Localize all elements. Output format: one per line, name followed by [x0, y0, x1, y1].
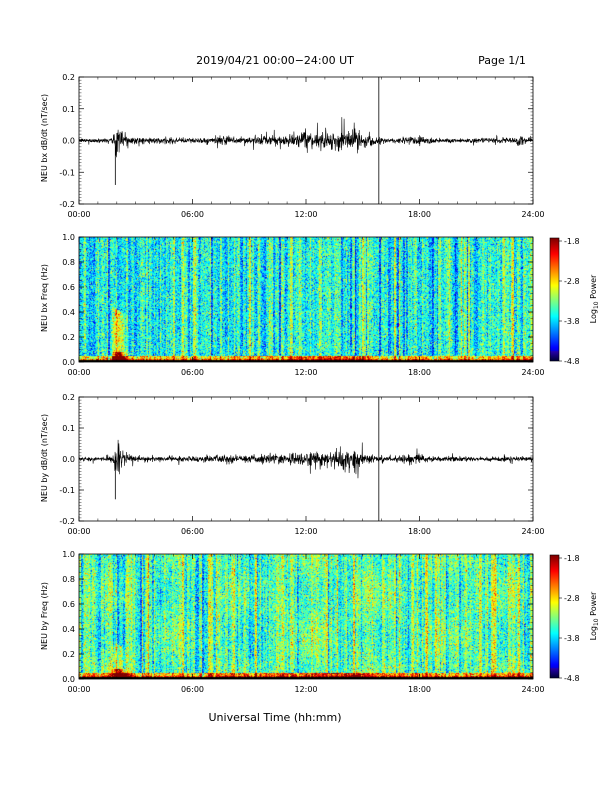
colorbar-tick-label: -1.8: [564, 237, 580, 246]
spectrogram-by: [79, 554, 533, 679]
figure-title: 2019/04/21 00:00−24:00 UT: [196, 54, 354, 67]
colorbar-bx: [550, 238, 559, 361]
panel-by-spectrogram: NEU by Freq (Hz) 0.0 0.2 0.4 0.6 0.8 1.0 00:0…: [40, 550, 600, 694]
colorbar-tick-label: -1.8: [564, 554, 580, 563]
y-tick-label: 1.0: [62, 550, 75, 559]
x-tick-label: 12:00: [294, 368, 317, 377]
plot-frame-1: [78, 76, 534, 205]
y-tick-label: -0.2: [59, 200, 75, 209]
y-tick-label: 0.8: [62, 575, 75, 584]
x-tick-label: 24:00: [521, 527, 544, 536]
x-axis-panel-2: 00:00 06:00 12:00 18:00 24:00: [67, 237, 545, 377]
colorbar-tick-label: -3.8: [564, 317, 580, 326]
x-tick-label: 12:00: [294, 210, 317, 219]
colorbar-tick-label: -2.8: [564, 594, 580, 603]
colorbar-frame-2: [549, 554, 560, 679]
series-by-dbdt: [78, 397, 534, 521]
plot-frame-4: [78, 553, 534, 680]
plot-frame-2: [78, 236, 534, 363]
panel-bx-dbdt: NEU bx dB/dt (nT/sec) -0.2-0.10.00.10.2 …: [40, 73, 545, 219]
y-axis-bx-freq: 0.0 0.2 0.4 0.6 0.8 1.0: [62, 233, 533, 367]
colorbar-label-bx: Log10 Power: [589, 274, 600, 323]
y-tick-label: 0.0: [62, 675, 75, 684]
ylabel-by-freq: NEU by Freq (Hz): [40, 582, 49, 650]
y-tick-label: 0.8: [62, 258, 75, 267]
trace-line: [78, 117, 534, 158]
x-axis-label: Universal Time (hh:mm): [209, 711, 342, 724]
x-tick-label: 18:00: [408, 210, 431, 219]
y-axis-by-freq: 0.0 0.2 0.4 0.6 0.8 1.0: [62, 550, 533, 684]
y-tick-label: -0.1: [59, 168, 75, 177]
x-tick-label: 00:00: [67, 685, 90, 694]
x-tick-label: 06:00: [181, 210, 204, 219]
series-bx-dbdt: [78, 77, 534, 204]
x-axis-panel-4: 00:00 06:00 12:00 18:00 24:00: [67, 554, 545, 694]
y-tick-label: -0.1: [59, 486, 75, 495]
panel-by-dbdt: NEU by dB/dt (nT/sec) -0.2-0.10.00.10.2 …: [40, 393, 545, 536]
colorbar-label-by: Log10 Power: [589, 591, 600, 640]
x-tick-label: 00:00: [67, 210, 90, 219]
colorbar-tick-label: -4.8: [564, 674, 580, 683]
x-tick-label: 12:00: [294, 685, 317, 694]
y-tick-label: 0.6: [62, 283, 75, 292]
x-axis-panel-3: 00:00 06:00 12:00 18:00 24:00: [67, 397, 545, 536]
ylabel-bx-dbdt: NEU bx dB/dt (nT/sec): [40, 94, 49, 182]
ylabel-bx-freq: NEU bx Freq (Hz): [40, 264, 49, 332]
colorbar-tick-label: -3.8: [564, 634, 580, 643]
x-tick-label: 06:00: [181, 685, 204, 694]
y-tick-label: 0.2: [62, 650, 75, 659]
y-tick-label: 0.0: [62, 137, 75, 146]
x-tick-label: 06:00: [181, 527, 204, 536]
y-tick-label: 0.2: [62, 333, 75, 342]
colorbar-frame-1: [549, 237, 560, 362]
ylabel-by-dbdt: NEU by dB/dt (nT/sec): [40, 414, 49, 502]
y-tick-label: 0.4: [62, 308, 75, 317]
y-tick-label: -0.2: [59, 517, 75, 526]
x-axis-panel-1: 00:00 06:00 12:00 18:00 24:00: [67, 77, 545, 219]
x-tick-label: 00:00: [67, 368, 90, 377]
y-tick-label: 0.2: [62, 393, 75, 402]
y-axis-bx-dbdt: -0.2 -0.1 0.0 0.1 0.2: [59, 73, 533, 209]
y-tick-label: 0.6: [62, 600, 75, 609]
colorbar-tick-label: -4.8: [564, 357, 580, 366]
x-tick-label: 24:00: [521, 685, 544, 694]
x-tick-label: 06:00: [181, 368, 204, 377]
y-tick-label: 0.0: [62, 358, 75, 367]
x-tick-label: 12:00: [294, 527, 317, 536]
y-tick-label: 0.4: [62, 625, 75, 634]
x-tick-label: 18:00: [408, 368, 431, 377]
y-tick-label: 1.0: [62, 233, 75, 242]
colorbar-tick-label: -2.8: [564, 277, 580, 286]
x-tick-label: 00:00: [67, 527, 90, 536]
y-tick-label: 0.0: [62, 455, 75, 464]
x-tick-label: 18:00: [408, 527, 431, 536]
spectrogram-bx: [79, 237, 533, 362]
plot-frame-3: [78, 396, 534, 522]
x-tick-label: 24:00: [521, 368, 544, 377]
panel-bx-spectrogram: NEU bx Freq (Hz) 0.0 0.2 0.4 0.6 0.8 1.0 00:0…: [40, 233, 600, 377]
y-tick-label: 0.1: [62, 424, 75, 433]
x-tick-label: 18:00: [408, 685, 431, 694]
y-tick-label: 0.1: [62, 105, 75, 114]
trace-line: [78, 439, 534, 479]
page-number: Page 1/1: [478, 54, 526, 67]
colorbar-ticks-by: -1.8 -2.8 -3.8 -4.8: [559, 554, 580, 683]
colorbar-ticks-bx: -1.8 -2.8 -3.8 -4.8: [559, 237, 580, 366]
y-tick-label: 0.2: [62, 73, 75, 82]
x-tick-label: 24:00: [521, 210, 544, 219]
colorbar-by: [550, 555, 559, 678]
